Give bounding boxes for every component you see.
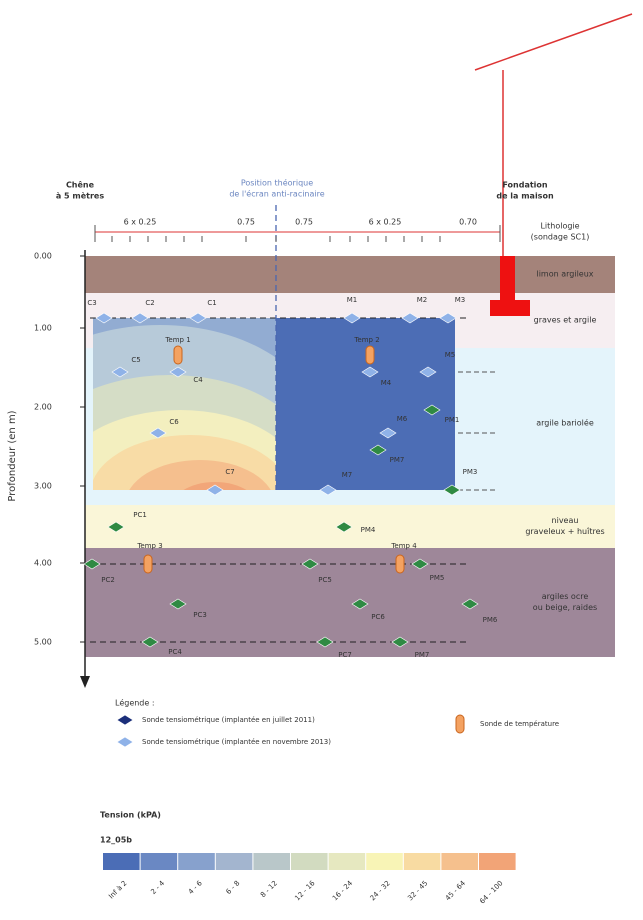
header-right: de la maison [496,192,554,201]
roof-line [475,14,632,70]
colorbar-label: 16 - 24 [331,879,355,903]
sensor-label: C1 [207,299,216,307]
colorbar-label: 12 - 16 [293,879,317,903]
depth-label: 5.00 [34,638,52,647]
header-right: Fondation [502,181,548,190]
sensor-label: PM3 [463,468,478,476]
sensor-label: PM1 [445,416,460,424]
sensor-label: Temp 4 [390,542,417,550]
colorbar-label: 8 - 12 [259,879,279,899]
dimension-label: 6 x 0.25 [124,218,157,227]
colorbar-subtitle: 12_05b [100,836,132,845]
header-center: Position théorique [241,178,313,188]
sensor-label: Temp 1 [164,336,190,344]
colorbar-swatch [178,853,215,870]
layer-label: argile bariolée [536,418,594,428]
colorbar-swatch [253,853,290,870]
colorbar-swatch [404,853,441,870]
legend-label: Sonde de température [480,720,559,728]
sensor-label: PM4 [361,526,376,534]
colorbar-swatch [216,853,253,870]
foundation [500,256,515,304]
layer-label: niveau [552,516,579,525]
sensor-label: M4 [381,379,392,387]
dimension-label: 0.75 [295,218,313,227]
colorbar-swatch [103,853,140,870]
legend-label: Sonde tensiométrique (implantée en novem… [142,738,331,746]
colorbar-swatch [291,853,328,870]
sensor-label: M6 [397,415,408,423]
sensor-label: PC1 [133,511,147,519]
sensor-label: C4 [193,376,203,384]
depth-label: 4.00 [34,559,52,568]
colorbar-label: 32 - 45 [406,879,429,902]
lithology-title: (sondage SC1) [531,233,590,242]
lithology-title: Lithologie [540,222,579,231]
colorbar-label: 45 - 64 [444,879,468,903]
sensor-label: PM7 [390,456,405,464]
dimension-label: 0.70 [459,218,477,227]
layer-label: graveleux + huîtres [525,527,604,536]
sensor-label: M2 [417,296,428,304]
sensor-label: C7 [225,468,234,476]
sensor-label: PC6 [371,613,385,621]
colorbar-label: 24 - 32 [369,879,392,902]
sensor-label: PM6 [483,616,498,624]
axis-arrow [80,676,90,688]
legend-title: Légende : [115,698,155,708]
temperature-sensor [396,555,404,573]
legend-symbol [456,715,464,733]
colorbar-swatch [479,853,516,870]
dimension-label: 6 x 0.25 [369,218,402,227]
sensor-label: M3 [455,296,466,304]
temperature-sensor [144,555,152,573]
foundation-base [490,300,530,316]
sensor-label: C6 [169,418,179,426]
colorbar-title: Tension (kPA) [100,811,161,820]
sensor-label: PC4 [168,648,182,656]
layer-label: ou beige, raides [533,603,597,612]
sensor-label: M1 [347,296,358,304]
legend-symbol [117,715,133,725]
sensor-label: C5 [131,356,140,364]
legend-label: Sonde tensiométrique (implantée en juill… [142,716,315,724]
colorbar-label: 4 - 6 [187,879,204,896]
depth-label: 3.00 [34,482,52,491]
layer-label: argiles ocre [542,592,589,601]
sensor-label: PC5 [318,576,332,584]
sensor-label: PC2 [101,576,115,584]
sensor-label: Temp 2 [353,336,379,344]
header-left: Chêne [66,180,95,190]
diagram: Chêne à 5 mètres Position théorique de l… [0,0,643,920]
header-left: à 5 mètres [56,191,104,201]
sensor-label: PM5 [430,574,445,582]
colorbar-swatch [329,853,366,870]
depth-axis-title: Profondeur (en m) [7,410,18,501]
sensor-label: PM7 [415,651,430,659]
sensor-label: M7 [342,471,353,479]
sensor-label: M5 [445,351,456,359]
colorbar-swatch [141,853,178,870]
sensor-label: C3 [87,299,96,307]
temperature-sensor [366,346,374,364]
sensor-label: Temp 3 [136,542,162,550]
header-center: de l'écran anti-racinaire [229,189,324,199]
legend-symbol [117,737,133,747]
colorbar-label: Inf à 2 [107,879,128,900]
colorbar-label: 2 - 4 [149,879,166,896]
sensor-label: C2 [145,299,154,307]
layer-label: limon argileux [536,270,593,279]
depth-label: 2.00 [34,403,52,412]
depth-label: 1.00 [34,324,52,333]
dimension-label: 0.75 [237,218,255,227]
colorbar-swatch [366,853,403,870]
colorbar-swatch [441,853,478,870]
sensor-label: PC3 [193,611,207,619]
depth-label: 0.00 [34,252,52,261]
colorbar-label: 6 - 8 [225,879,242,896]
sensor-label: PC7 [338,651,352,659]
colorbar-label: 64 - 100 [478,879,504,905]
temperature-sensor [174,346,182,364]
layer-label: graves et argile [534,316,597,325]
